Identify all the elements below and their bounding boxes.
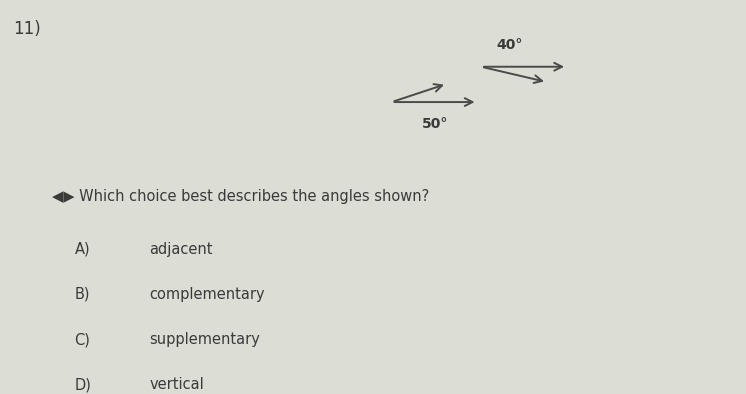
Text: 11): 11) bbox=[13, 20, 41, 38]
Text: 40°: 40° bbox=[496, 38, 522, 52]
Text: A): A) bbox=[75, 242, 90, 257]
Text: 50°: 50° bbox=[421, 117, 448, 131]
Text: vertical: vertical bbox=[149, 377, 204, 392]
Text: D): D) bbox=[75, 377, 92, 392]
Text: complementary: complementary bbox=[149, 287, 265, 302]
Text: C): C) bbox=[75, 332, 90, 347]
Text: supplementary: supplementary bbox=[149, 332, 260, 347]
Text: ◀▶ Which choice best describes the angles shown?: ◀▶ Which choice best describes the angle… bbox=[52, 189, 430, 204]
Text: adjacent: adjacent bbox=[149, 242, 213, 257]
Text: B): B) bbox=[75, 287, 90, 302]
